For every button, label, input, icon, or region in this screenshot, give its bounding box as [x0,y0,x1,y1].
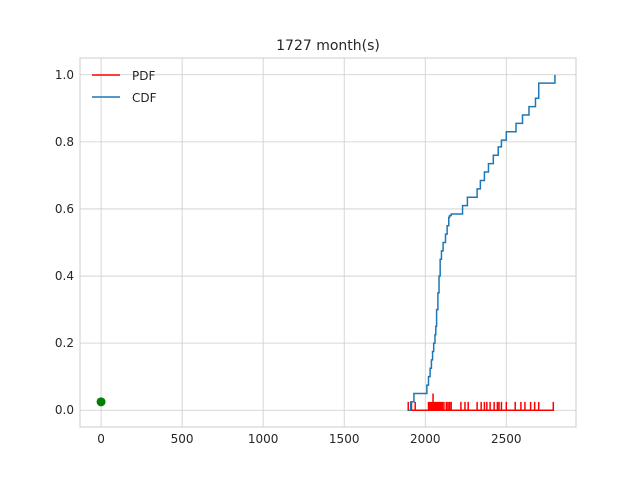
x-tick-label: 2000 [410,432,441,446]
grid [80,58,576,427]
legend-label-pdf: PDF [132,69,155,83]
chart-title: 1727 month(s) [276,38,380,54]
x-axis: 0 500 1000 1500 2000 2500 [97,432,521,446]
legend-label-cdf: CDF [132,91,157,105]
y-tick-label: 0.0 [55,403,74,417]
pdf-series-line [407,393,555,411]
y-tick-label: 0.8 [55,135,74,149]
plot-area [96,74,556,411]
y-axis: 0.0 0.2 0.4 0.6 0.8 1.0 [55,68,74,417]
y-tick-label: 0.2 [55,336,74,350]
y-tick-label: 0.4 [55,269,74,283]
x-tick-label: 1000 [248,432,279,446]
cdf-series-line [408,74,556,411]
x-tick-label: 2500 [491,432,522,446]
y-tick-label: 1.0 [55,68,74,82]
legend: PDF CDF [92,69,157,105]
y-tick-label: 0.6 [55,202,74,216]
marker-point [96,397,106,407]
x-tick-label: 500 [171,432,194,446]
x-tick-label: 0 [97,432,105,446]
x-tick-label: 1500 [329,432,360,446]
axes-frame [79,57,577,428]
